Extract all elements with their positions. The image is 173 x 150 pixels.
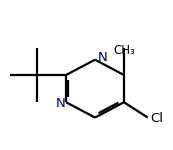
Text: Cl: Cl <box>150 112 163 125</box>
Text: CH₃: CH₃ <box>113 44 135 57</box>
Text: N: N <box>56 98 65 110</box>
Text: N: N <box>98 51 107 64</box>
